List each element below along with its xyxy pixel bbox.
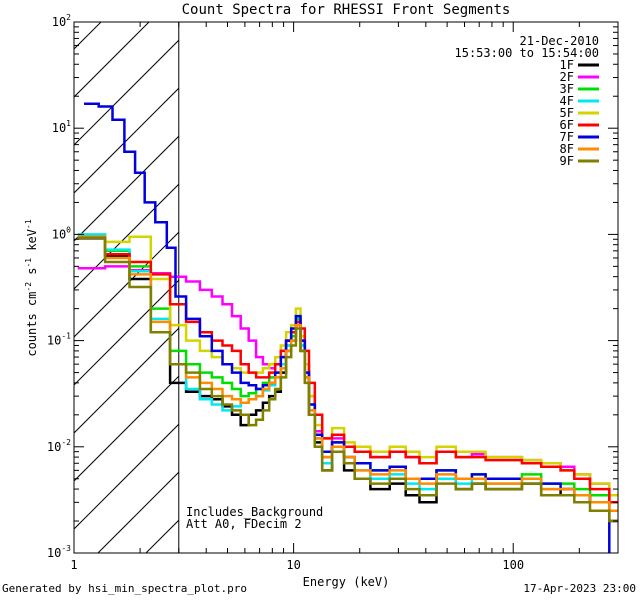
hatch-line xyxy=(74,327,179,434)
legend-label-7F: 7F xyxy=(560,130,574,144)
y-axis-label: counts cm-2 s-1 keV-1 xyxy=(24,219,39,356)
legend-label-3F: 3F xyxy=(560,82,574,96)
x-tick-label: 100 xyxy=(502,558,524,572)
date-annotation: 21-Dec-2010 xyxy=(520,34,599,48)
legend-label-4F: 4F xyxy=(560,94,574,108)
hatch-line xyxy=(74,231,179,338)
background-annotation: Includes_Background xyxy=(186,505,323,519)
series-line-9F xyxy=(77,236,618,523)
hatch-line xyxy=(74,423,179,530)
legend-label-9F: 9F xyxy=(560,154,574,168)
series-layer xyxy=(77,102,618,553)
legend-label-6F: 6F xyxy=(560,118,574,132)
legend-label-8F: 8F xyxy=(560,142,574,156)
footer-generator: Generated by hsi_min_spectra_plot.pro xyxy=(2,582,248,595)
legend-label-5F: 5F xyxy=(560,106,574,120)
plot-frame xyxy=(73,21,619,554)
legend-label-2F: 2F xyxy=(560,70,574,84)
hatch-line xyxy=(74,375,179,482)
hatch-line xyxy=(74,183,179,290)
y-axis: 10-3 10-2 10-1 100 101 102 xyxy=(47,13,618,560)
chart-title: Count Spectra for RHESSI Front Segments xyxy=(182,2,511,18)
series-line-1F xyxy=(77,236,618,523)
x-axis: 1 10 100 xyxy=(70,22,619,572)
hatch-line xyxy=(74,39,179,146)
y-tick-label: 100 xyxy=(52,225,71,241)
series-line-5F xyxy=(77,235,618,497)
footer-timestamp: 17-Apr-2023 23:00 xyxy=(523,582,636,595)
y-tick-label: 10-2 xyxy=(47,438,71,454)
y-tick-label: 10-1 xyxy=(47,332,71,348)
y-tick-label: 10-3 xyxy=(47,544,71,560)
attenuator-annotation: Att A0, FDecim 2 xyxy=(186,517,302,531)
hatch-line xyxy=(0,0,122,553)
legend-label-1F: 1F xyxy=(560,58,574,72)
hatch-line xyxy=(74,87,179,194)
y-tick-label: 101 xyxy=(52,119,71,135)
y-tick-label: 102 xyxy=(52,13,71,29)
x-tick-label: 10 xyxy=(286,558,300,572)
x-tick-label: 1 xyxy=(70,558,77,572)
x-axis-label: Energy (keV) xyxy=(303,575,390,589)
time-range-annotation: 15:53:00 to 15:54:00 xyxy=(455,46,600,60)
attenuator-hatch-region xyxy=(0,0,179,553)
hatch-line xyxy=(74,22,150,98)
